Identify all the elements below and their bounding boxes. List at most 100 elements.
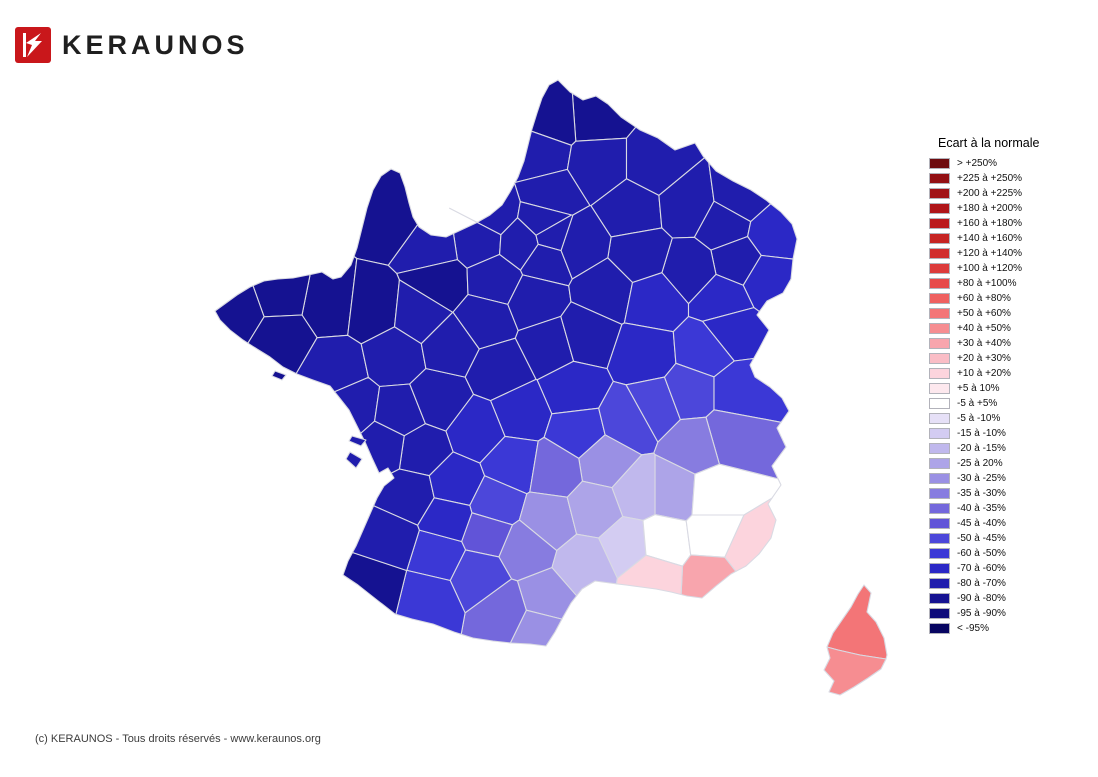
legend-swatch bbox=[929, 293, 950, 304]
legend-entry: > +250% bbox=[929, 156, 1094, 171]
department-cell bbox=[345, 451, 363, 469]
legend-swatch bbox=[929, 503, 950, 514]
legend-swatch bbox=[929, 233, 950, 244]
legend-swatch bbox=[929, 368, 950, 379]
legend-entry: -45 à -40% bbox=[929, 516, 1094, 531]
legend-swatch bbox=[929, 188, 950, 199]
legend-swatch bbox=[929, 308, 950, 319]
legend-entry: -95 à -90% bbox=[929, 606, 1094, 621]
legend-swatch bbox=[929, 563, 950, 574]
legend-title: Ecart à la normale bbox=[938, 136, 1040, 150]
department-cell bbox=[680, 554, 737, 599]
department-cell bbox=[713, 357, 790, 423]
legend: Ecart à la normale > +250% +225 à +250% +2… bbox=[929, 136, 1094, 636]
department-cell bbox=[247, 314, 318, 375]
legend-swatch bbox=[929, 203, 950, 214]
legend-entry: +50 à +60% bbox=[929, 306, 1094, 321]
legend-entry: -5 à -10% bbox=[929, 411, 1094, 426]
department-cell bbox=[252, 274, 311, 318]
department-cell bbox=[625, 126, 706, 196]
legend-entry: -30 à -25% bbox=[929, 471, 1094, 486]
legend-swatch bbox=[929, 218, 950, 229]
legend-swatch bbox=[929, 578, 950, 589]
legend-swatch bbox=[929, 398, 950, 409]
legend-entry-label: +180 à +200% bbox=[957, 203, 1023, 214]
legend-swatch bbox=[929, 473, 950, 484]
legend-swatch bbox=[929, 413, 950, 424]
department-cell bbox=[560, 204, 612, 280]
departments-layer bbox=[214, 79, 798, 647]
department-cell bbox=[360, 420, 405, 474]
copyright-text: (c) KERAUNOS - Tous droits réservés - ww… bbox=[35, 733, 321, 745]
department-cell bbox=[351, 505, 420, 572]
legend-entry: -50 à -45% bbox=[929, 531, 1094, 546]
legend-entry: +200 à +225% bbox=[929, 186, 1094, 201]
legend-entry: -80 à -70% bbox=[929, 576, 1094, 591]
legend-entry: +5 à 10% bbox=[929, 381, 1094, 396]
legend-entry: +10 à +20% bbox=[929, 366, 1094, 381]
legend-swatch bbox=[929, 623, 950, 634]
legend-entry-label: -60 à -50% bbox=[957, 548, 1006, 559]
legend-entry: +120 à +140% bbox=[929, 246, 1094, 261]
legend-entry: +180 à +200% bbox=[929, 201, 1094, 216]
legend-swatch bbox=[929, 323, 950, 334]
legend-entry: +30 à +40% bbox=[929, 336, 1094, 351]
legend-entry-label: -80 à -70% bbox=[957, 578, 1006, 589]
legend-entry-label: +100 à +120% bbox=[957, 263, 1023, 274]
department-cell bbox=[214, 285, 265, 344]
department-cell bbox=[826, 584, 888, 660]
legend-swatch bbox=[929, 518, 950, 529]
legend-entry-label: +60 à +80% bbox=[957, 293, 1011, 304]
legend-entry: +160 à +180% bbox=[929, 216, 1094, 231]
legend-entry-label: -20 à -15% bbox=[957, 443, 1006, 454]
legend-entry: +80 à +100% bbox=[929, 276, 1094, 291]
legend-entry-label: -15 à -10% bbox=[957, 428, 1006, 439]
legend-entry-label: +120 à +140% bbox=[957, 248, 1023, 259]
legend-entry: -90 à -80% bbox=[929, 591, 1094, 606]
legend-swatch bbox=[929, 263, 950, 274]
legend-entry-label: -70 à -60% bbox=[957, 563, 1006, 574]
legend-swatch bbox=[929, 458, 950, 469]
keraunos-logo-icon bbox=[15, 27, 51, 63]
legend-entry-label: -5 à +5% bbox=[957, 398, 998, 409]
legend-swatch bbox=[929, 353, 950, 364]
legend-entry: -20 à -15% bbox=[929, 441, 1094, 456]
legend-swatch bbox=[929, 173, 950, 184]
legend-entry: +60 à +80% bbox=[929, 291, 1094, 306]
department-cell bbox=[571, 92, 637, 142]
legend-entry: -60 à -50% bbox=[929, 546, 1094, 561]
legend-entry-label: +30 à +40% bbox=[957, 338, 1011, 349]
legend-entry: +40 à +50% bbox=[929, 321, 1094, 336]
department-cell bbox=[353, 168, 419, 266]
legend-swatch bbox=[929, 593, 950, 604]
legend-entry-label: +140 à +160% bbox=[957, 233, 1023, 244]
legend-entry-label: -45 à -40% bbox=[957, 518, 1006, 529]
legend-entry-label: +225 à +250% bbox=[957, 173, 1023, 184]
legend-swatch bbox=[929, 278, 950, 289]
legend-entry-label: > +250% bbox=[957, 158, 998, 169]
legend-entry-label: -90 à -80% bbox=[957, 593, 1006, 604]
department-cell bbox=[271, 370, 287, 381]
logo-text: KERAUNOS bbox=[62, 30, 249, 60]
legend-entry: +100 à +120% bbox=[929, 261, 1094, 276]
department-cell bbox=[615, 554, 684, 596]
department-cell bbox=[417, 497, 473, 543]
islands-layer bbox=[271, 370, 367, 469]
legend-entry: -15 à -10% bbox=[929, 426, 1094, 441]
legend-entry-label: -50 à -45% bbox=[957, 533, 1006, 544]
legend-entry: -5 à +5% bbox=[929, 396, 1094, 411]
corsica-layer bbox=[823, 584, 888, 696]
legend-entry: -25 à 20% bbox=[929, 456, 1094, 471]
legend-swatch bbox=[929, 158, 950, 169]
legend-entry-label: +80 à +100% bbox=[957, 278, 1017, 289]
legend-entry-label: +160 à +180% bbox=[957, 218, 1023, 229]
legend-entry-label: +20 à +30% bbox=[957, 353, 1011, 364]
legend-entry: -70 à -60% bbox=[929, 561, 1094, 576]
legend-swatch bbox=[929, 383, 950, 394]
legend-swatch bbox=[929, 338, 950, 349]
legend-entry: -40 à -35% bbox=[929, 501, 1094, 516]
legend-entry-label: -30 à -25% bbox=[957, 473, 1006, 484]
legend-entry-label: -25 à 20% bbox=[957, 458, 1003, 469]
